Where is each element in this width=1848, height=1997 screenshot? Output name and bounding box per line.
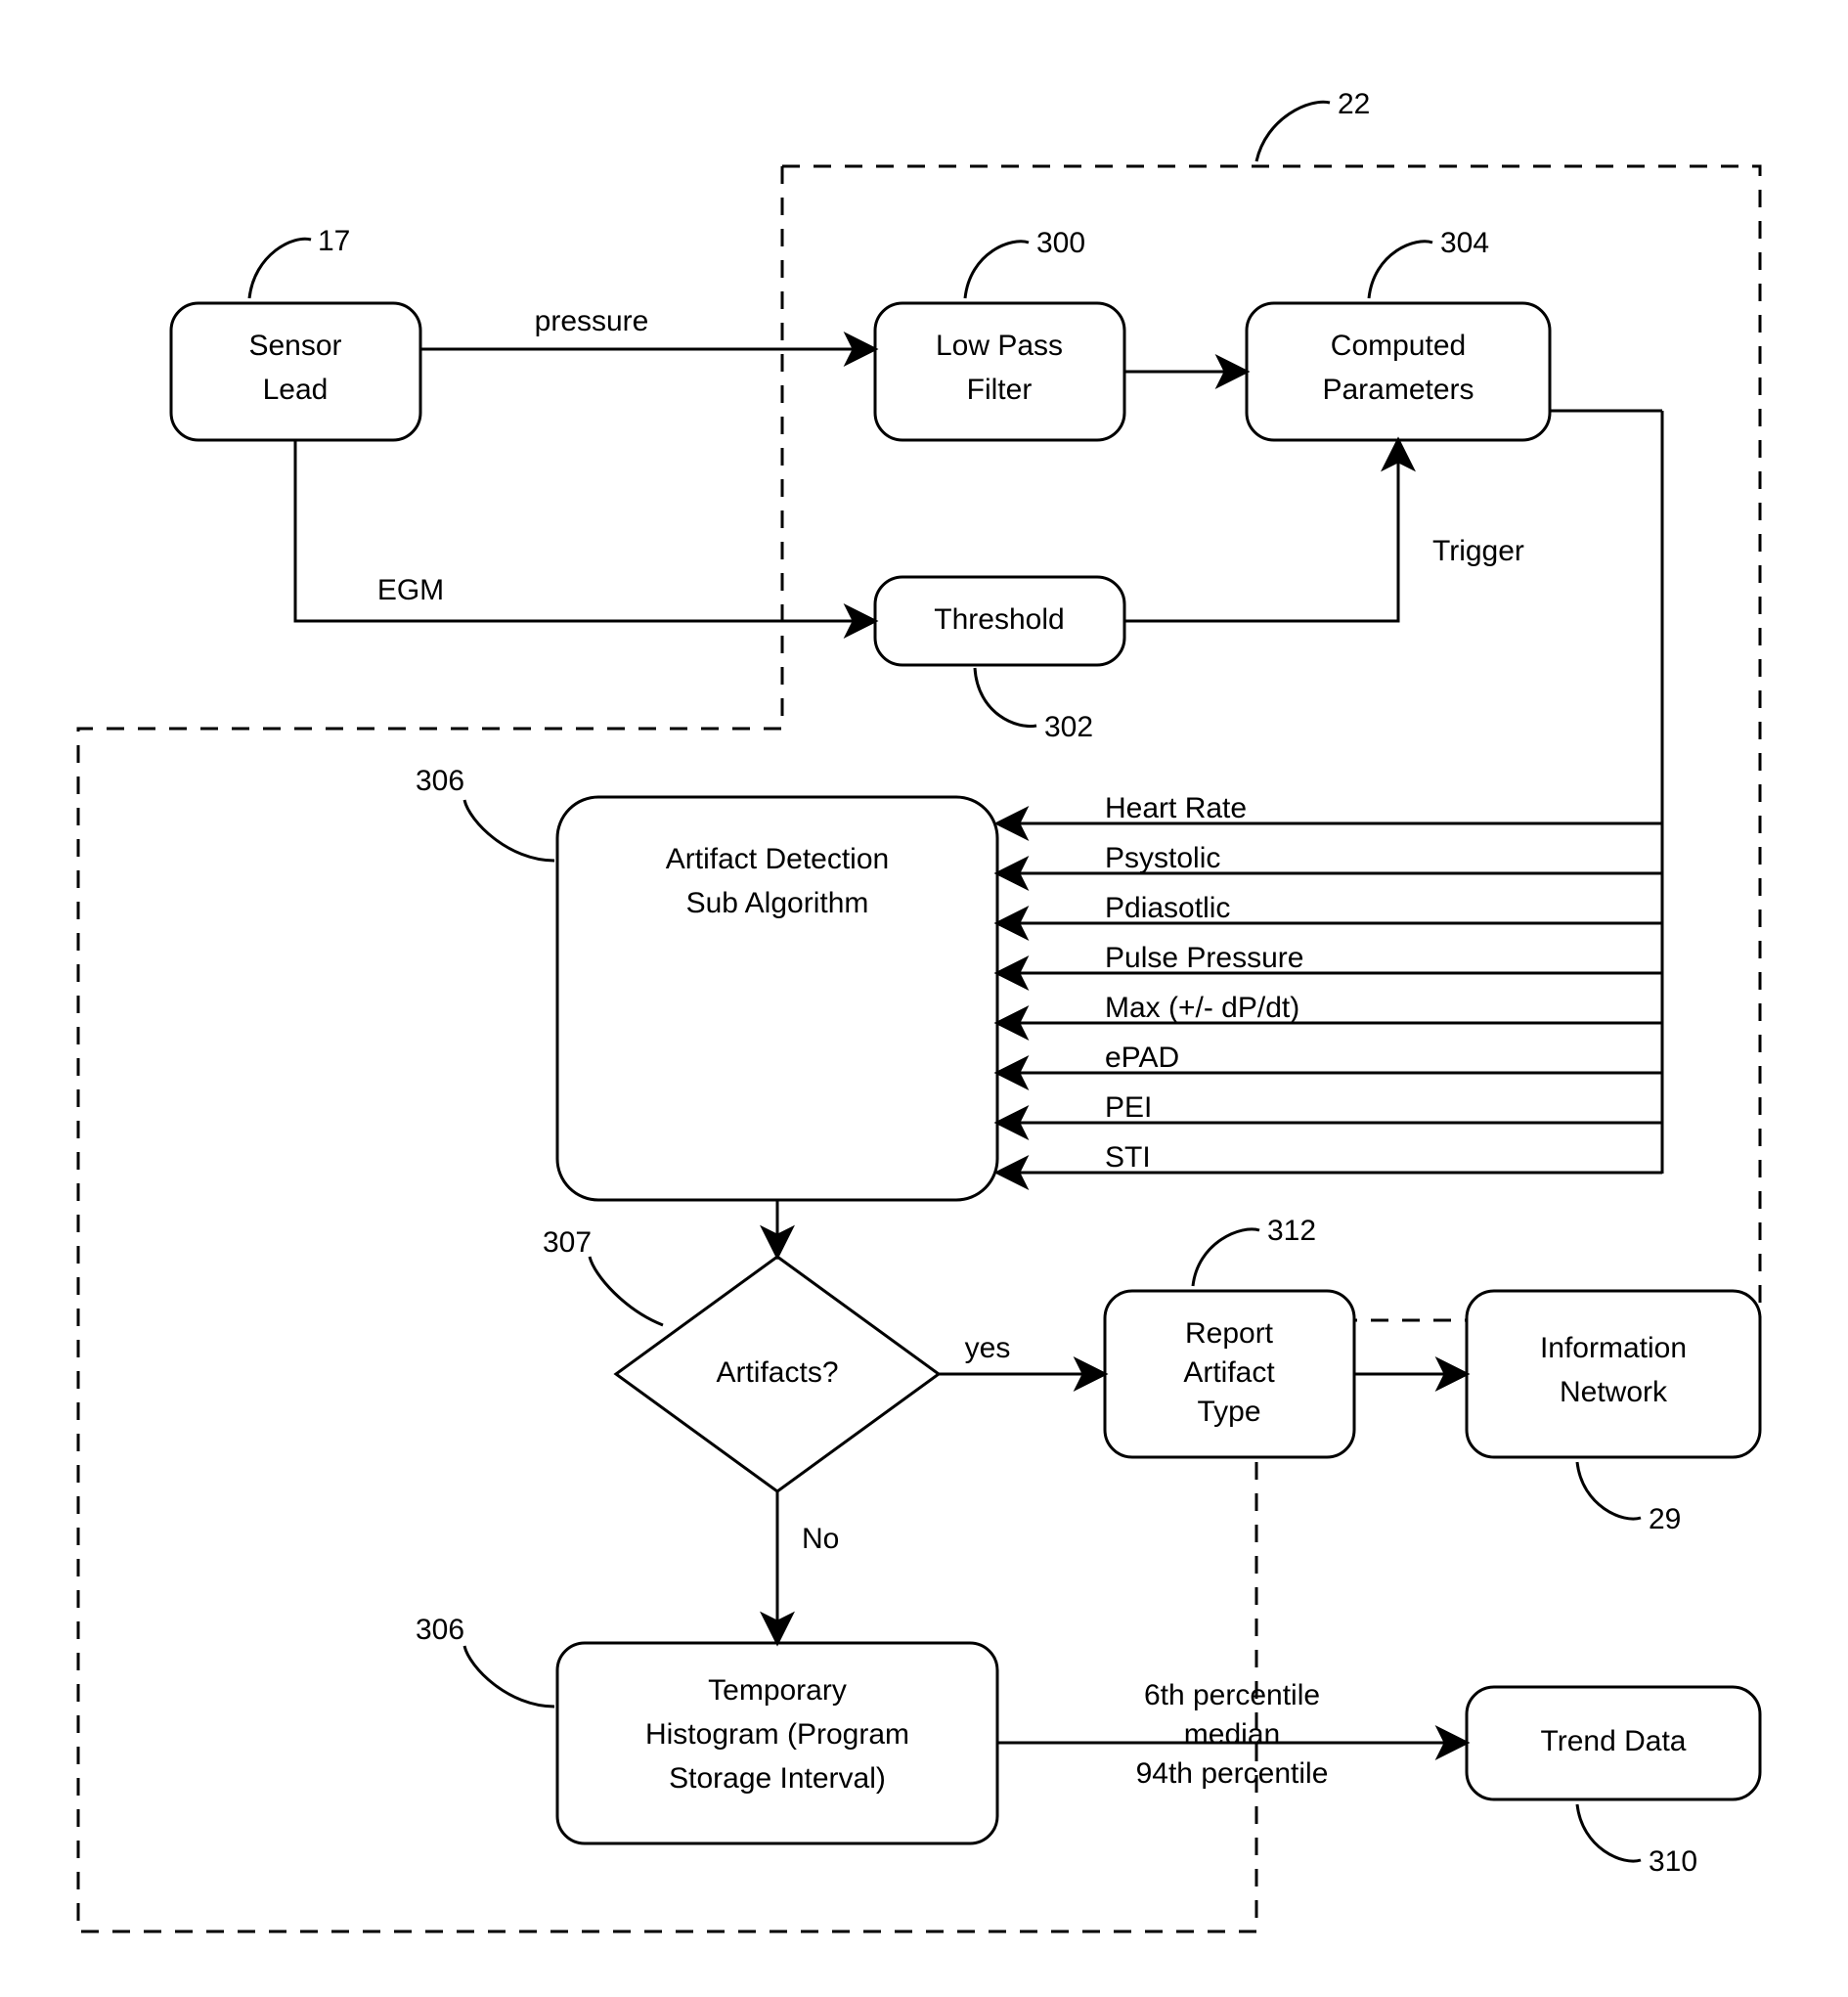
ref-302-label: 302 (1044, 711, 1093, 743)
artifact-label-1: Artifact Detection (666, 843, 889, 875)
info-label-2: Network (1560, 1376, 1668, 1408)
node-artifact-detection: Artifact Detection Sub Algorithm (557, 797, 997, 1200)
ref-302: 302 (975, 668, 1093, 743)
report-label-2: Artifact (1183, 1356, 1275, 1389)
threshold-label: Threshold (934, 603, 1064, 636)
node-decision-artifacts: Artifacts? (616, 1257, 939, 1491)
trend-label: Trend Data (1541, 1725, 1687, 1757)
sensor-label-1: Sensor (248, 330, 341, 362)
ref-29-label: 29 (1649, 1503, 1681, 1535)
computed-label-1: Computed (1331, 330, 1466, 362)
edge-threshold-computed (1124, 440, 1398, 621)
param-2: Pdiasotlic (1105, 892, 1230, 924)
ref-304: 304 (1369, 227, 1489, 298)
label-yes: yes (965, 1332, 1011, 1364)
lowpass-label-2: Filter (967, 374, 1033, 406)
ref-312: 312 (1193, 1215, 1316, 1286)
info-label-1: Information (1540, 1332, 1687, 1364)
param-4: Max (+/- dP/dt) (1105, 992, 1299, 1024)
node-temporary-histogram: Temporary Histogram (Program Storage Int… (557, 1643, 997, 1843)
node-information-network: Information Network (1467, 1291, 1760, 1457)
node-trend-data: Trend Data (1467, 1687, 1760, 1799)
param-1: Psystolic (1105, 842, 1220, 874)
node-low-pass-filter: Low Pass Filter (875, 303, 1124, 440)
ref-306b-label: 306 (416, 1614, 464, 1646)
ref-22: 22 (1256, 88, 1370, 161)
node-threshold: Threshold (875, 577, 1124, 665)
ref-310: 310 (1577, 1804, 1697, 1878)
decision-label: Artifacts? (716, 1356, 838, 1389)
label-pct2: median (1184, 1718, 1280, 1751)
ref-307-label: 307 (543, 1226, 592, 1259)
ref-306b: 306 (416, 1614, 554, 1707)
label-pct3: 94th percentile (1136, 1757, 1329, 1790)
param-6: PEI (1105, 1091, 1152, 1124)
ref-307: 307 (543, 1226, 663, 1325)
flowchart-canvas: Sensor Lead Low Pass Filter Computed Par… (0, 0, 1848, 1997)
ref-17: 17 (249, 225, 350, 298)
node-computed-parameters: Computed Parameters (1247, 303, 1550, 440)
ref-17-label: 17 (318, 225, 350, 257)
artifact-label-2: Sub Algorithm (686, 887, 869, 919)
ref-29: 29 (1577, 1462, 1681, 1535)
label-pct1: 6th percentile (1144, 1679, 1320, 1711)
ref-312-label: 312 (1267, 1215, 1316, 1247)
ref-300: 300 (965, 227, 1085, 298)
ref-306a-label: 306 (416, 765, 464, 797)
node-report-artifact-type: Report Artifact Type (1105, 1291, 1354, 1457)
param-5: ePAD (1105, 1042, 1179, 1074)
label-egm: EGM (377, 574, 444, 606)
ref-22-label: 22 (1338, 88, 1370, 120)
label-no: No (802, 1523, 839, 1555)
node-sensor-lead: Sensor Lead (171, 303, 420, 440)
computed-label-2: Parameters (1322, 374, 1474, 406)
report-label-1: Report (1185, 1317, 1274, 1350)
ref-306a: 306 (416, 765, 554, 861)
ref-304-label: 304 (1440, 227, 1489, 259)
histo-label-1: Temporary (708, 1674, 847, 1707)
param-7: STI (1105, 1141, 1151, 1174)
report-label-3: Type (1197, 1396, 1260, 1428)
param-3: Pulse Pressure (1105, 942, 1303, 974)
histo-label-3: Storage Interval) (669, 1762, 886, 1795)
param-0: Heart Rate (1105, 792, 1247, 824)
param-arrows: Heart Rate Psystolic Pdiasotlic Pulse Pr… (997, 792, 1662, 1174)
lowpass-label-1: Low Pass (936, 330, 1063, 362)
label-trigger: Trigger (1432, 535, 1524, 567)
histo-label-2: Histogram (Program (645, 1718, 909, 1751)
ref-300-label: 300 (1036, 227, 1085, 259)
label-pressure: pressure (535, 305, 649, 337)
ref-310-label: 310 (1649, 1845, 1697, 1878)
sensor-label-2: Lead (263, 374, 329, 406)
